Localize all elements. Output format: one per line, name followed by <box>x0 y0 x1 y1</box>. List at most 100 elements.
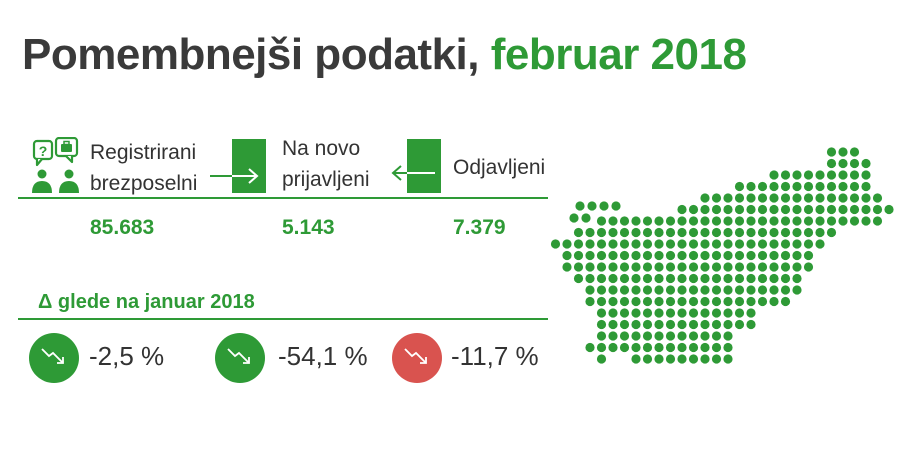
map-dot <box>677 319 687 330</box>
arrow-down-right-icon <box>404 348 427 364</box>
map-dot <box>573 273 584 284</box>
map-dot <box>596 342 607 353</box>
map-dot <box>677 262 687 272</box>
map-dot <box>711 227 722 238</box>
map-dot <box>631 285 641 295</box>
map-dot <box>654 342 664 353</box>
map-dot <box>642 296 653 307</box>
map-dot <box>734 273 745 284</box>
map-dot <box>654 250 664 261</box>
map-dot <box>780 296 791 307</box>
map-dot <box>792 227 802 238</box>
map-dot <box>562 239 572 249</box>
map-dot <box>688 239 699 249</box>
map-dot <box>734 250 745 261</box>
map-dot <box>769 239 779 249</box>
map-dot <box>654 216 664 226</box>
map-dot <box>780 262 791 272</box>
map-dot <box>654 319 664 330</box>
map-dot <box>838 204 848 215</box>
map-dot <box>861 193 871 203</box>
map-dot <box>596 319 607 330</box>
map-dot <box>769 273 779 284</box>
map-dot <box>654 273 664 284</box>
map-dot <box>688 227 699 238</box>
arrow-out-icon <box>391 139 441 193</box>
map-dot <box>608 285 618 295</box>
map-dot <box>642 250 653 261</box>
map-dot <box>803 239 814 249</box>
map-dot <box>631 296 641 307</box>
map-dot <box>746 193 756 203</box>
map-dot <box>792 170 802 180</box>
map-dot <box>734 262 745 272</box>
map-dot <box>757 193 768 203</box>
header-new-line1: Na novo <box>282 137 361 160</box>
map-dot <box>585 250 595 261</box>
map-dot <box>665 354 676 364</box>
map-dot <box>654 262 664 272</box>
header-deregistered-line1: Odjavljeni <box>453 156 546 179</box>
people-question-icon: ? <box>32 137 79 193</box>
map-dot <box>723 227 733 238</box>
map-dot <box>569 213 579 223</box>
map-dot <box>734 227 745 238</box>
map-dot <box>723 250 733 261</box>
map-dot <box>631 342 641 353</box>
map-dot <box>838 216 848 226</box>
map-dot <box>642 308 653 318</box>
map-dot <box>792 239 802 249</box>
map-dot <box>780 181 791 192</box>
map-dot <box>711 296 722 307</box>
map-dot <box>792 262 802 272</box>
map-dot <box>575 201 585 211</box>
map-dot <box>596 296 607 307</box>
change-value-newly-registered: -54,1 % <box>278 341 368 371</box>
map-dot <box>677 296 687 307</box>
arrow-down-right-icon <box>41 348 64 364</box>
map-dot <box>723 296 733 307</box>
map-dot <box>746 273 756 284</box>
map-dot <box>665 262 676 272</box>
map-dot <box>723 193 733 203</box>
map-dot <box>700 193 710 203</box>
map-dot <box>677 216 687 226</box>
map-dot <box>734 204 745 215</box>
map-dot <box>723 239 733 249</box>
map-dot <box>711 285 722 295</box>
map-dot <box>587 201 597 211</box>
map-dot <box>815 170 825 180</box>
map-dot <box>746 296 756 307</box>
map-dot <box>677 354 687 364</box>
map-dot <box>849 147 860 157</box>
map-dot <box>631 308 641 318</box>
map-dot <box>631 273 641 284</box>
map-dot <box>803 193 814 203</box>
map-dot <box>573 239 584 249</box>
map-dot <box>619 250 630 261</box>
map-dot <box>596 239 607 249</box>
map-dot <box>700 239 710 249</box>
map-dot <box>585 285 595 295</box>
map-dot <box>688 296 699 307</box>
map-dot <box>849 204 860 215</box>
map-dot <box>815 227 825 238</box>
map-dot <box>780 170 791 180</box>
map-dot <box>872 216 883 226</box>
map-dot <box>642 331 653 341</box>
map-dot <box>642 342 653 353</box>
map-dot <box>838 158 848 169</box>
map-dot <box>711 319 722 330</box>
header-registered-line2: brezposelni <box>90 172 198 195</box>
map-dot <box>608 308 618 318</box>
map-dot <box>861 181 871 192</box>
map-dot <box>573 227 584 238</box>
map-dot <box>642 319 653 330</box>
map-dot <box>861 170 871 180</box>
map-dot <box>723 273 733 284</box>
map-dot <box>780 239 791 249</box>
map-dot <box>654 239 664 249</box>
map-dot <box>746 285 756 295</box>
map-dot <box>746 216 756 226</box>
map-dot <box>815 204 825 215</box>
